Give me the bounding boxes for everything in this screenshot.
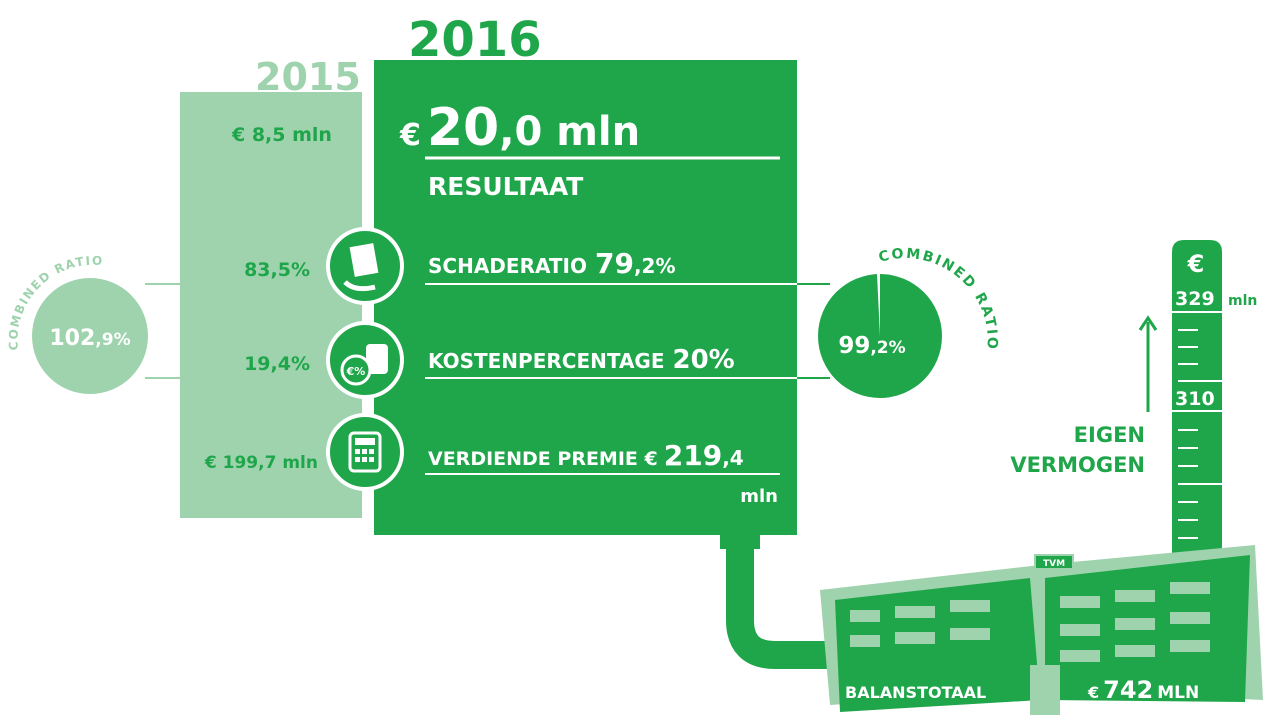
value: 20% xyxy=(673,345,735,375)
value: 742 xyxy=(1103,676,1153,704)
equity-mid: 310 xyxy=(1175,388,1215,410)
label: VERDIENDE PREMIE € xyxy=(428,448,658,470)
rest: ,9% xyxy=(95,330,130,350)
unit: MLN xyxy=(1157,683,1199,703)
sign: TVM xyxy=(1043,559,1065,569)
equity-top: 329 xyxy=(1175,288,1215,310)
icon-label: €% xyxy=(346,365,366,378)
rest: ,2% xyxy=(870,338,905,358)
cost-current: KOSTENPERCENTAGE 20% xyxy=(428,345,735,375)
result-previous: € 8,5 mln xyxy=(231,124,332,146)
rest: ,4 xyxy=(722,446,744,470)
result-rest: ,0 mln xyxy=(499,109,640,155)
infographic: 2015 2016 € 8,5 mln €20,0 mln RESULTAAT … xyxy=(0,0,1263,718)
cost-previous: 19,4% xyxy=(244,353,310,375)
equity-label-1: EIGEN xyxy=(1074,423,1145,447)
rest: ,2% xyxy=(634,254,676,278)
label: SCHADERATIO xyxy=(428,254,587,278)
year-current: 2016 xyxy=(408,12,542,68)
claims-previous: 83,5% xyxy=(244,259,310,281)
result-whole: 20 xyxy=(427,98,499,158)
whole: 79 xyxy=(595,247,634,280)
equity-label-2: VERMOGEN xyxy=(1010,453,1145,477)
premium-previous: € 199,7 mln xyxy=(204,453,318,473)
year-previous: 2015 xyxy=(255,55,361,99)
icons: €% xyxy=(328,229,402,489)
premium-unit: mln xyxy=(740,486,778,507)
combined-ratio-previous: 102,9% xyxy=(49,326,130,351)
result-label: RESULTAAT xyxy=(428,172,583,201)
label: KOSTENPERCENTAGE xyxy=(428,349,665,373)
balance-label: BALANSTOTAAL xyxy=(845,683,986,702)
currency: € xyxy=(399,118,421,153)
equity-unit: mln xyxy=(1228,293,1257,309)
arrow xyxy=(1140,318,1156,412)
whole: 219 xyxy=(664,439,722,472)
pipe-flange xyxy=(720,535,760,549)
whole: 102 xyxy=(49,326,95,351)
whole: 99 xyxy=(838,333,870,359)
equity-currency: € xyxy=(1187,250,1205,278)
currency: € xyxy=(1087,683,1099,702)
pipe xyxy=(740,535,830,655)
